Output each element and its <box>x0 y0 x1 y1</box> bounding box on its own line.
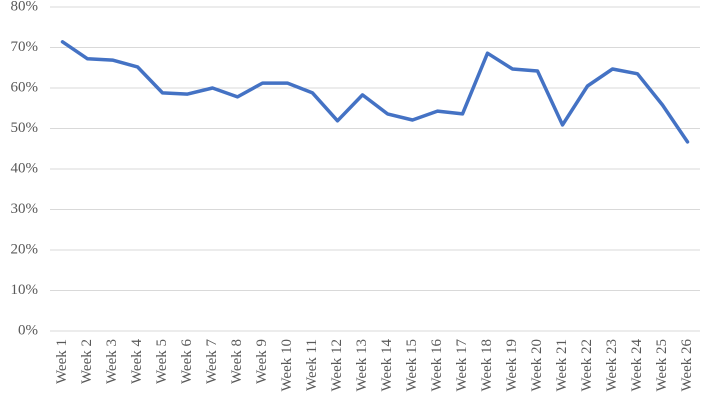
x-tick-label: Week 15 <box>404 339 420 392</box>
x-tick-label: Week 25 <box>654 339 670 392</box>
y-tick-label: 40% <box>11 160 39 176</box>
x-tick-label: Week 11 <box>304 339 320 391</box>
x-tick-label: Week 16 <box>429 339 445 392</box>
y-tick-label: 0% <box>18 322 38 338</box>
x-tick-label: Week 12 <box>329 339 345 392</box>
x-tick-label: Week 13 <box>354 339 370 392</box>
x-tick-label: Week 10 <box>279 339 295 392</box>
y-tick-label: 20% <box>11 241 39 257</box>
x-tick-label: Week 20 <box>529 339 545 392</box>
x-tick-label: Week 9 <box>254 339 270 384</box>
data-line <box>60 40 690 144</box>
x-tick-label: Week 26 <box>679 339 695 392</box>
x-tick-label: Week 14 <box>379 339 395 392</box>
x-tick-label: Week 24 <box>629 339 645 392</box>
x-tick-label: Week 21 <box>554 339 570 392</box>
y-tick-label: 30% <box>11 201 39 217</box>
y-tick-label: 80% <box>11 0 39 14</box>
x-tick-label: Week 22 <box>579 339 595 392</box>
x-tick-label: Week 5 <box>154 339 170 384</box>
x-tick-label: Week 2 <box>79 339 95 384</box>
y-tick-label: 10% <box>11 282 39 298</box>
x-tick-label: Week 7 <box>204 339 220 385</box>
x-tick-label: Week 6 <box>179 339 195 385</box>
x-tick-label: Week 8 <box>229 339 245 384</box>
x-tick-label: Week 19 <box>504 339 520 392</box>
y-tick-label: 50% <box>11 120 39 136</box>
x-tick-label: Week 17 <box>454 339 470 392</box>
y-tick-label: 70% <box>11 39 39 55</box>
x-tick-label: Week 3 <box>104 339 120 384</box>
x-tick-label: Week 23 <box>604 339 620 392</box>
x-tick-label: Week 18 <box>479 339 495 392</box>
y-tick-label: 60% <box>11 79 39 95</box>
x-tick-label: Week 1 <box>54 339 70 384</box>
x-tick-label: Week 4 <box>129 339 145 385</box>
